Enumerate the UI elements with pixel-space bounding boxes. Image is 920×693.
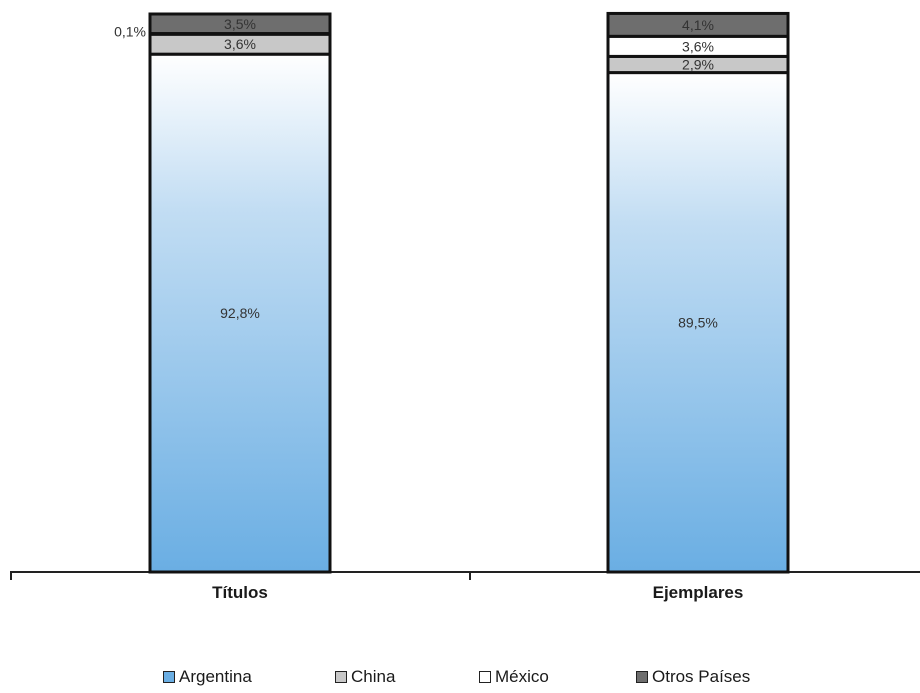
legend-swatch-argentina — [163, 671, 175, 683]
data-label-otros-paises-titulos: 3,5% — [224, 16, 256, 32]
legend-swatch-otros-paises — [636, 671, 648, 683]
bar-segment-otros-paises-titulos[interactable] — [148, 12, 332, 36]
data-label-mexico-titulos: 0,1% — [114, 24, 146, 40]
legend-item-otros-paises[interactable]: Otros Países — [636, 667, 750, 687]
legend-label-mexico: México — [495, 667, 549, 686]
data-label-mexico-ejemplares: 3,6% — [682, 38, 714, 54]
data-label-china-titulos: 3,6% — [224, 36, 256, 52]
bar-segment-argentina-titulos[interactable] — [148, 52, 332, 574]
bars-group: 92,8% 3,6% 0,1% 3,5% 89,5% 2,9% 3,6% 4,1% — [114, 11, 790, 574]
legend-label-argentina: Argentina — [179, 667, 252, 686]
category-label-titulos: Títulos — [212, 583, 268, 602]
legend-item-china[interactable]: China — [335, 667, 395, 687]
data-label-otros-paises-ejemplares: 4,1% — [682, 17, 714, 33]
data-label-china-ejemplares: 2,9% — [682, 56, 714, 72]
legend-label-otros-paises: Otros Países — [652, 667, 751, 686]
bar-segment-otros-paises-ejemplares[interactable] — [606, 11, 790, 38]
legend-label-china: China — [351, 667, 396, 686]
data-label-argentina-titulos: 92,8% — [220, 305, 260, 321]
legend-swatch-mexico — [479, 671, 491, 683]
legend: Argentina China México Otros Países — [0, 667, 920, 693]
legend-swatch-china — [335, 671, 347, 683]
legend-item-mexico[interactable]: México — [479, 667, 549, 687]
bar-segment-argentina-ejemplares[interactable] — [606, 71, 790, 574]
category-label-ejemplares: Ejemplares — [653, 583, 744, 602]
legend-item-argentina[interactable]: Argentina — [163, 667, 252, 687]
category-labels: Títulos Ejemplares — [212, 583, 743, 602]
data-label-argentina-ejemplares: 89,5% — [678, 314, 718, 330]
